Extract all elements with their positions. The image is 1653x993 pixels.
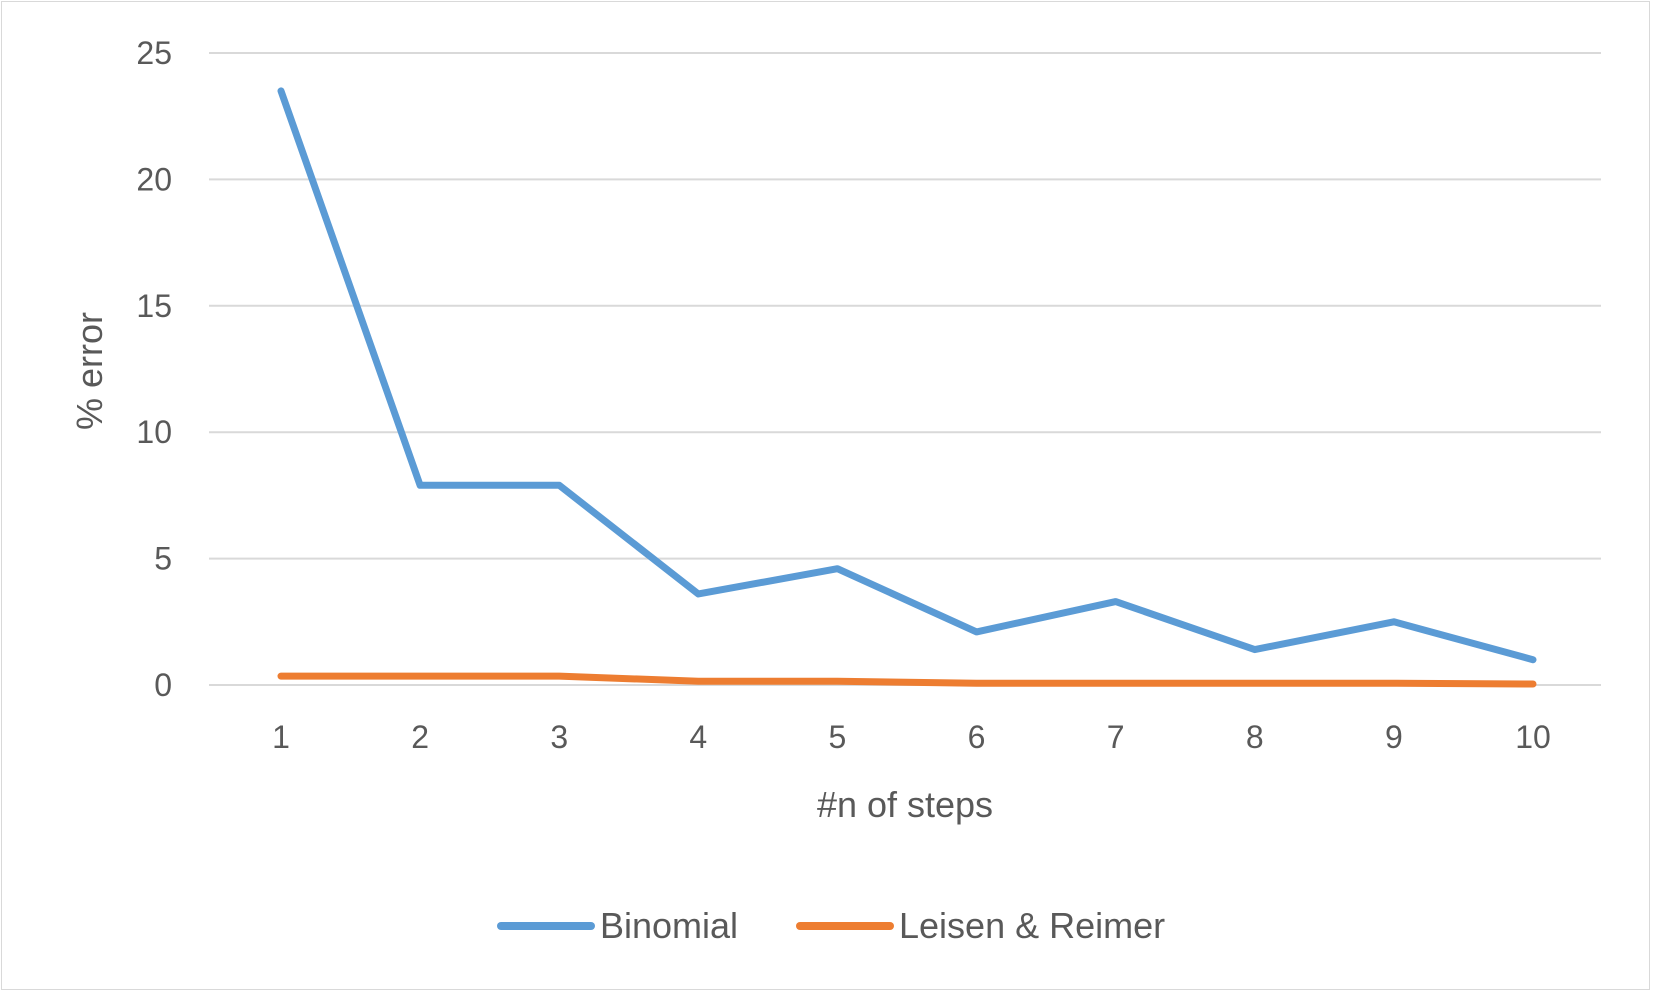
- x-tick-label: 9: [1385, 719, 1403, 755]
- x-tick-label: 3: [550, 719, 568, 755]
- y-axis-title: % error: [69, 312, 110, 430]
- x-tick-label: 6: [968, 719, 986, 755]
- series-line-leisen-reimer: [277, 672, 1537, 688]
- x-tick-label: 2: [411, 719, 429, 755]
- x-tick-label: 10: [1515, 719, 1551, 755]
- x-tick-label: 5: [829, 719, 847, 755]
- y-axis-ticks: 0 5 10 15 20 25: [136, 35, 172, 703]
- y-tick-label: 0: [154, 667, 172, 703]
- gridlines: [209, 52, 1601, 686]
- x-tick-label: 4: [689, 719, 707, 755]
- y-tick-label: 15: [136, 288, 172, 324]
- x-axis-ticks: 1 2 3 4 5 6 7 8 9 10: [272, 719, 1551, 755]
- legend-label-binomial: Binomial: [600, 905, 738, 946]
- x-axis-title: #n of steps: [817, 784, 993, 825]
- x-tick-label: 7: [1107, 719, 1125, 755]
- y-tick-label: 25: [136, 35, 172, 71]
- x-tick-label: 1: [272, 719, 290, 755]
- legend-label-leisen-reimer: Leisen & Reimer: [899, 905, 1165, 946]
- legend: Binomial Leisen & Reimer: [497, 905, 1165, 946]
- series-line-binomial: [277, 87, 1537, 664]
- y-tick-label: 10: [136, 414, 172, 450]
- y-tick-label: 20: [136, 161, 172, 197]
- series-lines: [277, 87, 1537, 688]
- y-tick-label: 5: [154, 541, 172, 577]
- x-tick-label: 8: [1246, 719, 1264, 755]
